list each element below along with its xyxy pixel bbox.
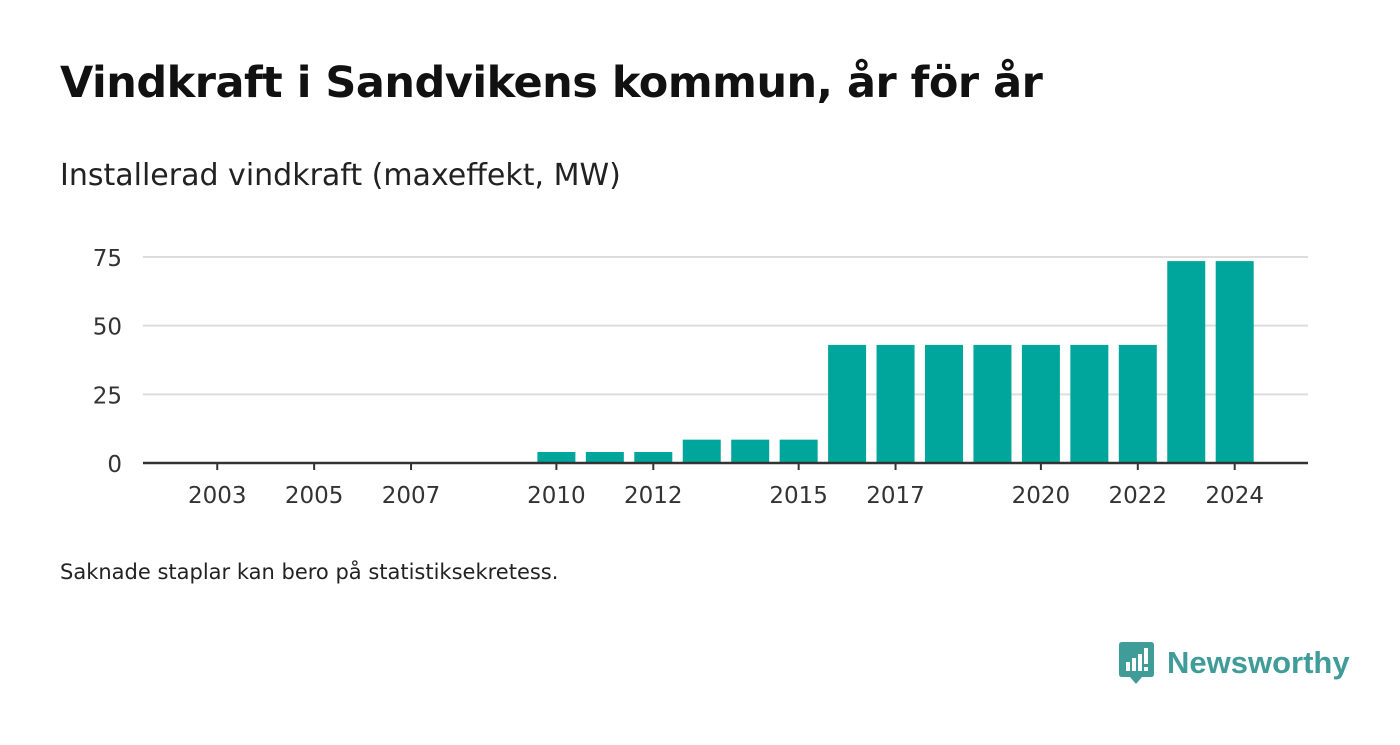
bar-chart-bubble-icon — [1119, 642, 1154, 684]
x-tick-label-2024: 2024 — [1205, 483, 1264, 509]
bar-2020 — [1021, 344, 1060, 463]
x-tick-label-2015: 2015 — [769, 483, 828, 509]
y-tick-label-50: 50 — [93, 315, 122, 341]
axes: 0 25 50 75 2003 2005 2007 2010 2012 2015 2017 2020 2… — [93, 246, 1308, 509]
x-tick-label-2022: 2022 — [1109, 483, 1168, 509]
x-tick-label-2020: 2020 — [1012, 483, 1071, 509]
newsworthy-logo: Newsworthy — [1118, 641, 1350, 685]
bar-2014 — [731, 439, 770, 463]
bar-2023 — [1167, 261, 1206, 463]
x-tick-label-2012: 2012 — [624, 483, 683, 509]
bar-2015 — [779, 439, 818, 463]
footnote: Saknade staplar kan bero på statistiksek… — [60, 560, 559, 584]
y-tick-label-75: 75 — [93, 246, 122, 272]
x-tick-label-2010: 2010 — [527, 483, 586, 509]
bar-2013 — [682, 439, 721, 463]
bar-2017 — [876, 344, 915, 463]
bar-2011 — [585, 452, 624, 463]
bar-2012 — [634, 452, 673, 463]
x-tick-label-2003: 2003 — [188, 483, 247, 509]
bar-2022 — [1118, 344, 1157, 463]
brand-name: Newsworthy — [1167, 645, 1350, 680]
x-tick-label-2005: 2005 — [285, 483, 344, 509]
bar-2021 — [1070, 344, 1109, 463]
bars — [537, 261, 1254, 463]
bar-2024 — [1215, 261, 1254, 463]
x-tick-label-2017: 2017 — [866, 483, 925, 509]
y-tick-label-0: 0 — [107, 452, 122, 478]
bar-2016 — [828, 344, 867, 463]
bar-2010 — [537, 452, 576, 463]
gridlines — [143, 256, 1308, 396]
x-tick-label-2007: 2007 — [382, 483, 441, 509]
bar-chart: 0 25 50 75 2003 2005 2007 2010 2012 2015 2017 2020 2… — [93, 246, 1308, 509]
y-tick-label-25: 25 — [93, 383, 122, 409]
chart-subtitle: Installerad vindkraft (maxeffekt, MW) — [60, 158, 621, 193]
bar-2019 — [973, 344, 1012, 463]
bar-2018 — [925, 344, 963, 463]
chart-title: Vindkraft i Sandvikens kommun, år för år — [60, 58, 1043, 108]
